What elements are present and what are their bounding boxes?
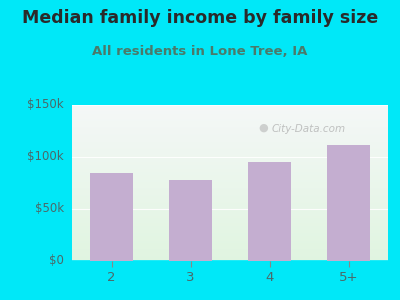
- Text: All residents in Lone Tree, IA: All residents in Lone Tree, IA: [92, 45, 308, 58]
- Bar: [327, 145, 370, 261]
- Text: $50k: $50k: [35, 202, 64, 215]
- Text: $0: $0: [49, 254, 64, 268]
- Bar: [169, 180, 212, 261]
- Text: City-Data.com: City-Data.com: [271, 124, 345, 134]
- Text: $150k: $150k: [27, 98, 64, 112]
- Text: Median family income by family size: Median family income by family size: [22, 9, 378, 27]
- Bar: [248, 162, 291, 261]
- Bar: [90, 172, 133, 261]
- Text: $100k: $100k: [27, 151, 64, 164]
- Text: ●: ●: [258, 122, 268, 132]
